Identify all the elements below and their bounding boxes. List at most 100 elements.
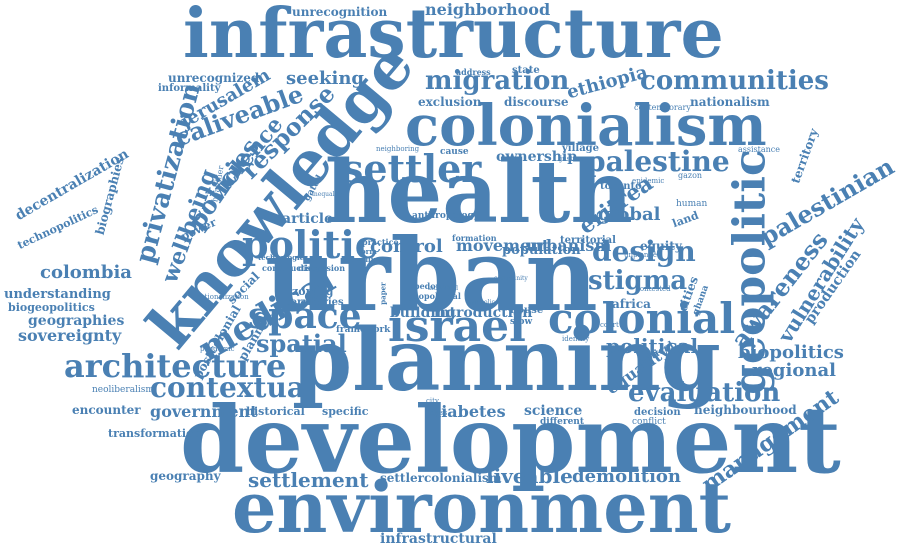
word-geopolitical: contested	[636, 285, 671, 293]
word-africa: control	[370, 236, 443, 257]
word-evaluation: evaluation	[628, 378, 781, 408]
word-government: transformation	[108, 427, 202, 440]
word-ghana: urbanism	[526, 236, 612, 255]
word-encounter: government	[150, 402, 258, 421]
word-nationalization: assistance	[738, 145, 780, 154]
word-relationship: neoliberalism	[92, 385, 154, 395]
word-pandemic: class	[430, 409, 448, 417]
word-control: ownership	[496, 149, 578, 165]
word-architecture: architecture	[64, 347, 287, 385]
word-planning: planning	[292, 310, 721, 411]
word-nationalism: nationalism	[690, 95, 770, 109]
word-urbanism: cause	[440, 147, 469, 157]
word-human: introduction	[434, 305, 533, 321]
word-city: bedouin	[414, 281, 451, 291]
word-gazon: building	[390, 305, 456, 321]
word-sovereignty: sovereignty	[18, 326, 122, 345]
word-biopolitics: neighbourhood	[694, 403, 797, 417]
word-territories: city	[426, 397, 439, 405]
word-toronto: africa	[612, 297, 651, 311]
word-territory: political	[606, 334, 699, 358]
word-seeking: seeking	[286, 68, 365, 89]
word-social: zoning	[292, 285, 334, 298]
word-contested: human	[676, 199, 708, 209]
word-informality: informality	[158, 83, 221, 94]
word-national: specific	[322, 405, 369, 418]
word-politic: politic	[242, 222, 378, 267]
word-transformation: geography	[150, 469, 221, 483]
word-ownership: nationalization	[196, 293, 249, 301]
word-eritrea: article	[282, 211, 333, 227]
word-state: symbolic	[468, 299, 495, 306]
word-historical: construction	[262, 263, 320, 273]
word-colonial: colonial	[548, 294, 736, 343]
word-power: form	[358, 247, 377, 256]
word-formation: identity	[562, 335, 590, 343]
word-environment: environment	[232, 466, 731, 548]
word-unplanned: gazon	[678, 171, 703, 180]
word-framework: justice	[560, 155, 584, 163]
word-understanding: understanding	[4, 287, 111, 302]
word-infrastructural: regional	[752, 360, 836, 381]
word-specific: discussion	[298, 263, 346, 273]
word-article: equity	[640, 239, 682, 253]
word-land: population	[502, 243, 581, 258]
word-cities: movement	[456, 236, 550, 255]
word-conflict: land	[670, 208, 701, 231]
word-development: development	[180, 386, 841, 494]
word-different: technologies	[258, 253, 309, 262]
word-migration: migration	[425, 66, 570, 96]
word-address: dwelling	[350, 255, 384, 264]
word-communities: communities	[640, 66, 829, 96]
word-symbolic: inequality	[312, 191, 343, 198]
word-liveable: liveable	[486, 464, 573, 488]
word-urban: urban	[265, 216, 598, 334]
word-anthropology: court	[600, 321, 619, 329]
word-bedouin: unplanned	[624, 251, 662, 259]
word-epidemic: toronto	[600, 181, 642, 192]
word-palestinian: palestinian	[754, 151, 899, 252]
word-dwelling: community	[494, 275, 528, 282]
word-zoning: slow	[510, 317, 533, 327]
word-diabetes: diabetes	[430, 402, 506, 421]
word-colonialism: colonialism	[405, 93, 767, 159]
word-practice: neighboring	[376, 145, 420, 153]
word-settlercolonialism: infrastructural	[380, 531, 497, 547]
word-settler: settler	[342, 146, 482, 191]
word-planned: territories	[286, 297, 344, 308]
word-village: framework	[336, 325, 391, 335]
word-cause: practice	[362, 237, 399, 247]
word-equality: global	[598, 204, 661, 225]
word-technologies: contemporary	[634, 103, 691, 112]
word-stigma: stigma	[588, 266, 688, 296]
word-discussion: address	[456, 67, 491, 77]
word-contextual: contextual	[150, 371, 316, 404]
word-infrastructure: infrastructure	[183, 0, 724, 74]
word-space: space	[248, 295, 362, 337]
word-class: individual	[428, 285, 459, 292]
word-settlement: settlement	[248, 468, 369, 492]
word-palestine: palestine	[586, 145, 730, 178]
word-regional: biopolitics	[738, 342, 844, 363]
word-movement: village	[562, 143, 600, 154]
word-construction: state	[512, 65, 540, 76]
word-contemporary: different	[540, 417, 584, 427]
word-spatial: spatial	[256, 329, 347, 358]
word-slow: geopolitical	[408, 291, 461, 301]
word-healthier: paper	[378, 282, 388, 305]
word-production: territory	[788, 126, 821, 186]
word-israel: israel	[388, 301, 526, 352]
word-geographies: geographies	[28, 313, 125, 329]
word-paper: anthropology	[412, 211, 480, 221]
word-neighboring: conflict	[632, 417, 666, 427]
word-exclusion: exclusion	[418, 95, 482, 109]
word-unrecognized: unrecognized	[168, 71, 260, 85]
word-colombia: colombia	[40, 262, 132, 283]
word-individual: epidemic	[632, 177, 665, 185]
word-biogeopolitics: biogeopolitics	[8, 301, 95, 314]
word-discourse: discourse	[504, 95, 569, 109]
word-geography: settlercolonialism	[380, 471, 502, 485]
word-demolition: demolition	[572, 466, 682, 487]
word-neighborhood: neighborhood	[425, 0, 551, 19]
